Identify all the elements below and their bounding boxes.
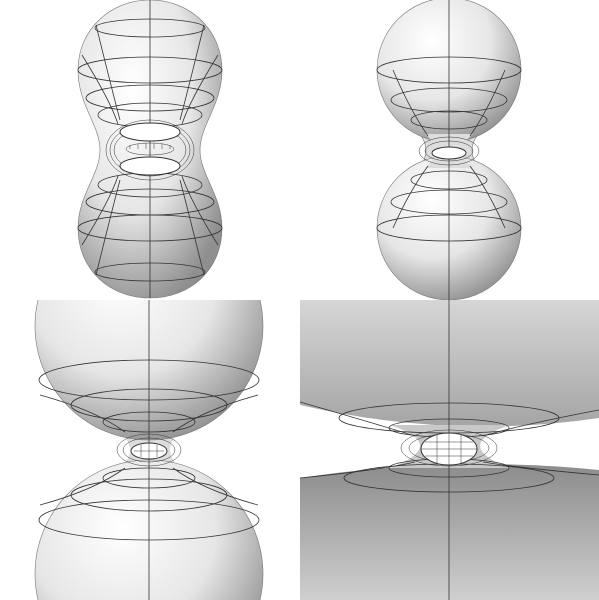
panel-2 [376, 0, 522, 301]
panel-3 [34, 300, 264, 600]
panel-1 [77, 0, 223, 299]
panel-4 [300, 300, 599, 600]
